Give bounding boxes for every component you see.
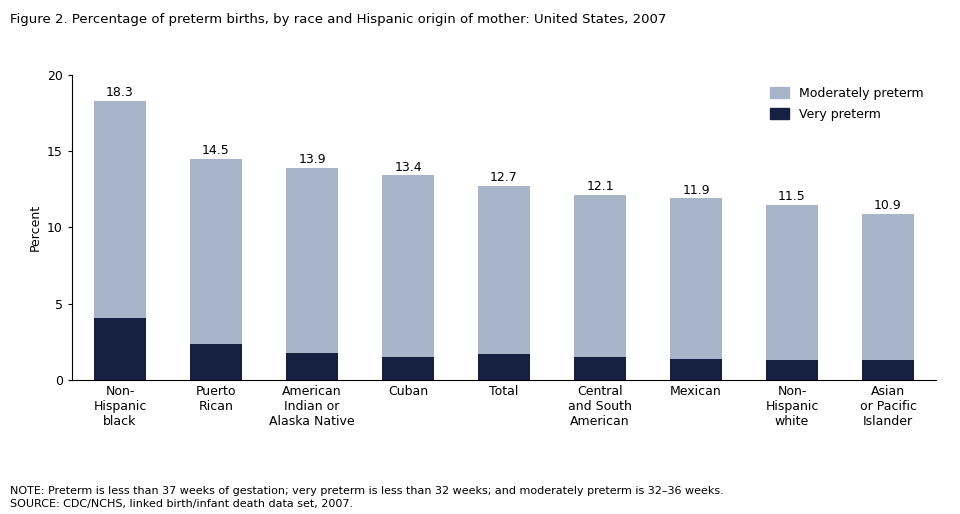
Bar (478, 354, 531, 380)
Bar (382, 357, 434, 380)
Bar (573, 195, 626, 357)
Bar (573, 357, 626, 380)
Bar (765, 360, 818, 380)
Y-axis label: Percent: Percent (29, 204, 41, 251)
Text: Figure 2. Percentage of preterm births, by race and Hispanic origin of mother: U: Figure 2. Percentage of preterm births, … (10, 13, 666, 26)
Bar (765, 205, 818, 360)
Bar (669, 198, 722, 359)
Legend: Moderately preterm, Very preterm: Moderately preterm, Very preterm (764, 81, 929, 127)
Text: 11.5: 11.5 (779, 190, 805, 203)
Text: 13.9: 13.9 (299, 153, 325, 166)
Text: 10.9: 10.9 (875, 199, 901, 212)
Bar (478, 186, 531, 354)
Bar (189, 344, 242, 380)
Text: 12.7: 12.7 (491, 171, 517, 185)
Bar (382, 175, 434, 357)
Bar (286, 168, 339, 353)
Text: 12.1: 12.1 (587, 180, 613, 193)
Bar (861, 360, 914, 380)
Text: 13.4: 13.4 (395, 160, 421, 174)
Bar (286, 353, 339, 380)
Text: 11.9: 11.9 (683, 183, 709, 196)
Text: 14.5: 14.5 (203, 144, 229, 157)
Bar (93, 101, 146, 318)
Bar (861, 214, 914, 360)
Text: 18.3: 18.3 (107, 86, 133, 99)
Bar (93, 318, 146, 380)
Text: NOTE: Preterm is less than 37 weeks of gestation; very preterm is less than 32 w: NOTE: Preterm is less than 37 weeks of g… (10, 486, 723, 495)
Text: SOURCE: CDC/NCHS, linked birth/infant death data set, 2007.: SOURCE: CDC/NCHS, linked birth/infant de… (10, 499, 352, 508)
Bar (669, 359, 722, 380)
Bar (189, 159, 242, 344)
